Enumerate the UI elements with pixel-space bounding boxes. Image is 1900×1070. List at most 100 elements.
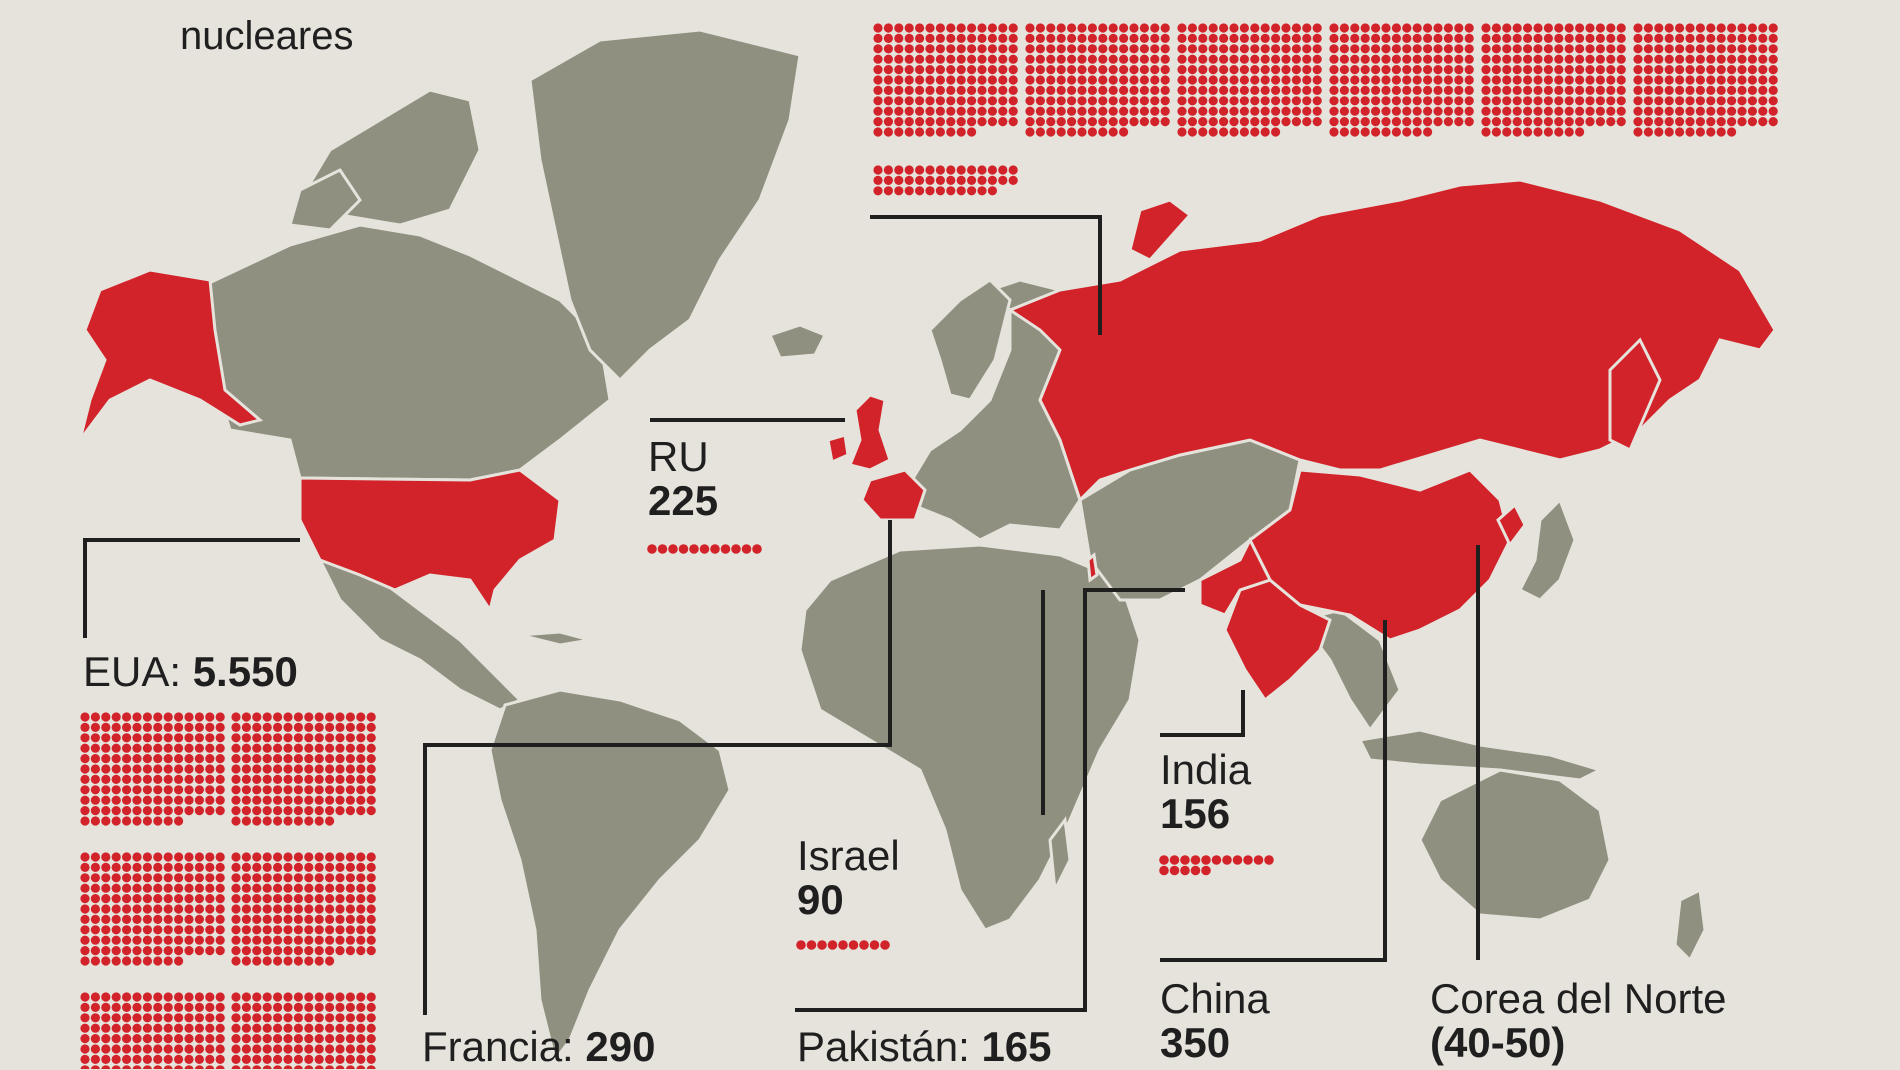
eua-block-2-dot [366, 785, 376, 795]
eua-block-5-dot [111, 1044, 121, 1054]
rusia-block-1-dot [935, 127, 946, 137]
eua-block-2-dot [252, 795, 262, 805]
rusia-block-5-dot [1616, 54, 1626, 64]
rusia-block-1-dot [998, 44, 1008, 54]
rusia-block-1-dot [1008, 96, 1018, 106]
eua-block-4-dot [325, 883, 335, 893]
eua-block-3-dot [90, 935, 100, 945]
eua-block-6-dot [314, 1044, 324, 1054]
rusia-block-1-dot [904, 44, 914, 54]
eua-block-2-dot [273, 774, 283, 785]
eua-block-4-dot [262, 862, 272, 873]
rusia-block-5-dot [1554, 33, 1564, 44]
eua-block-1-dot [184, 774, 194, 785]
rusia-block-4-dot [1423, 44, 1433, 54]
rusia-block-1-dot [987, 44, 998, 54]
eua-block-3-dot [205, 862, 215, 873]
rusia-block-6-dot [1643, 75, 1653, 85]
eua-block-3-dot [80, 935, 90, 945]
eua-block-2-dot [325, 806, 335, 816]
rusia-block-5-dot [1564, 75, 1574, 85]
eua-block-6-dot [325, 1002, 335, 1013]
rusia-block-6-dot [1695, 117, 1705, 127]
eua-block-5-dot [111, 1054, 121, 1064]
rusia-block-1-dot [956, 127, 966, 137]
rusia-block-6-dot [1747, 75, 1757, 85]
eua-block-4-dot [356, 894, 366, 904]
rusia-block-6-dot [1727, 54, 1737, 64]
rusia-block-3-dot [1291, 117, 1301, 127]
eua-block-2-dot [252, 743, 262, 753]
rusia-block-4-dot [1443, 33, 1453, 44]
eua-block-4-dot [314, 946, 324, 956]
rusia-block-4-dot [1339, 96, 1349, 106]
eua-block-4-dot [325, 925, 335, 935]
israel-dot [869, 940, 880, 950]
greenland-land [528, 28, 802, 383]
rusia-block-6-dot [1747, 33, 1757, 44]
eua-block-1-dot [122, 733, 132, 743]
eua-block-5-dot [132, 1054, 142, 1064]
rusia-block-2-dot [1160, 65, 1170, 75]
rusia-block-2-dot [1108, 65, 1118, 75]
rusia-block-3-dot [1187, 33, 1197, 44]
rusia-block-2-dot [1056, 85, 1066, 95]
eua-block-5-dot [153, 1044, 163, 1054]
rusia-block-1-dot [977, 54, 987, 64]
eua-block-2-dot [231, 743, 241, 753]
rusia-block-2-dot [1160, 96, 1170, 106]
rusia-block-1-dot [998, 54, 1008, 64]
arctic-island-west [288, 168, 362, 232]
rusia-block-4-dot [1464, 33, 1474, 44]
rusia-block-4-dot [1360, 85, 1370, 95]
eua-block-2-dot [304, 743, 314, 753]
rusia-block-3-dot [1291, 96, 1301, 106]
rusia-block-4-dot [1443, 65, 1453, 75]
eua-block-6-dot [325, 1054, 335, 1064]
eua-block-6-dot [262, 1013, 272, 1023]
rusia-block-5-dot [1491, 65, 1501, 75]
india-dot [1211, 855, 1222, 865]
eua-block-2-dot [252, 712, 262, 722]
rusia-block-5-dot [1543, 54, 1553, 64]
eua-block-2-dot [283, 795, 293, 805]
rusia-block-6-dot [1768, 54, 1778, 64]
rusia-block-4-dot [1339, 33, 1349, 44]
rusia-block-6-dot [1716, 33, 1726, 44]
eua-block-2-dot [366, 774, 376, 785]
rusia-block-3-dot [1250, 65, 1260, 75]
eua-block-2-dot [262, 754, 272, 764]
rusia-block-6-dot [1727, 33, 1737, 44]
eua-block-5-dot [174, 1065, 184, 1069]
eua-block-3-dot [90, 883, 100, 893]
eua-block-4-dot [293, 894, 303, 904]
eua-block-4-dot [273, 894, 283, 904]
rusia-block-1-dot [915, 33, 925, 44]
eua-block-5-dot [142, 1013, 152, 1023]
rusia-block-3-dot [1187, 127, 1197, 137]
rusia-block-4-dot [1443, 75, 1453, 85]
rusia-block-3-dot [1281, 54, 1291, 64]
eua-block-5-dot [163, 1065, 173, 1069]
rusia-block-6-dot [1737, 44, 1747, 54]
rusia-block-6-dot [1633, 117, 1643, 127]
eua-block-2-dot [325, 795, 335, 805]
rusia-block-4-dot [1433, 117, 1443, 127]
rusia-block-5-dot [1595, 44, 1605, 54]
rusia-block-2-dot [1129, 65, 1139, 75]
eua-block-4-dot [231, 873, 241, 883]
rusia-block-6-dot [1664, 85, 1674, 95]
eua-block-1-dot [122, 712, 132, 722]
eua-block-3-dot [215, 904, 225, 914]
eua-block-4-dot [325, 946, 335, 956]
rusia-block-5-dot [1512, 65, 1522, 75]
rusia-block-3-dot [1312, 65, 1322, 75]
rusia-block-3-dot [1302, 96, 1312, 106]
rusia-block-3-dot [1187, 54, 1197, 64]
eua-block-4-dot [293, 956, 303, 966]
rusia-block-2-dot [1087, 117, 1097, 127]
rusia-block-6-dot [1737, 33, 1747, 44]
rusia-block-6-dot [1737, 96, 1747, 106]
india-dot [1201, 865, 1211, 876]
eua-block-1-dot [142, 785, 152, 795]
